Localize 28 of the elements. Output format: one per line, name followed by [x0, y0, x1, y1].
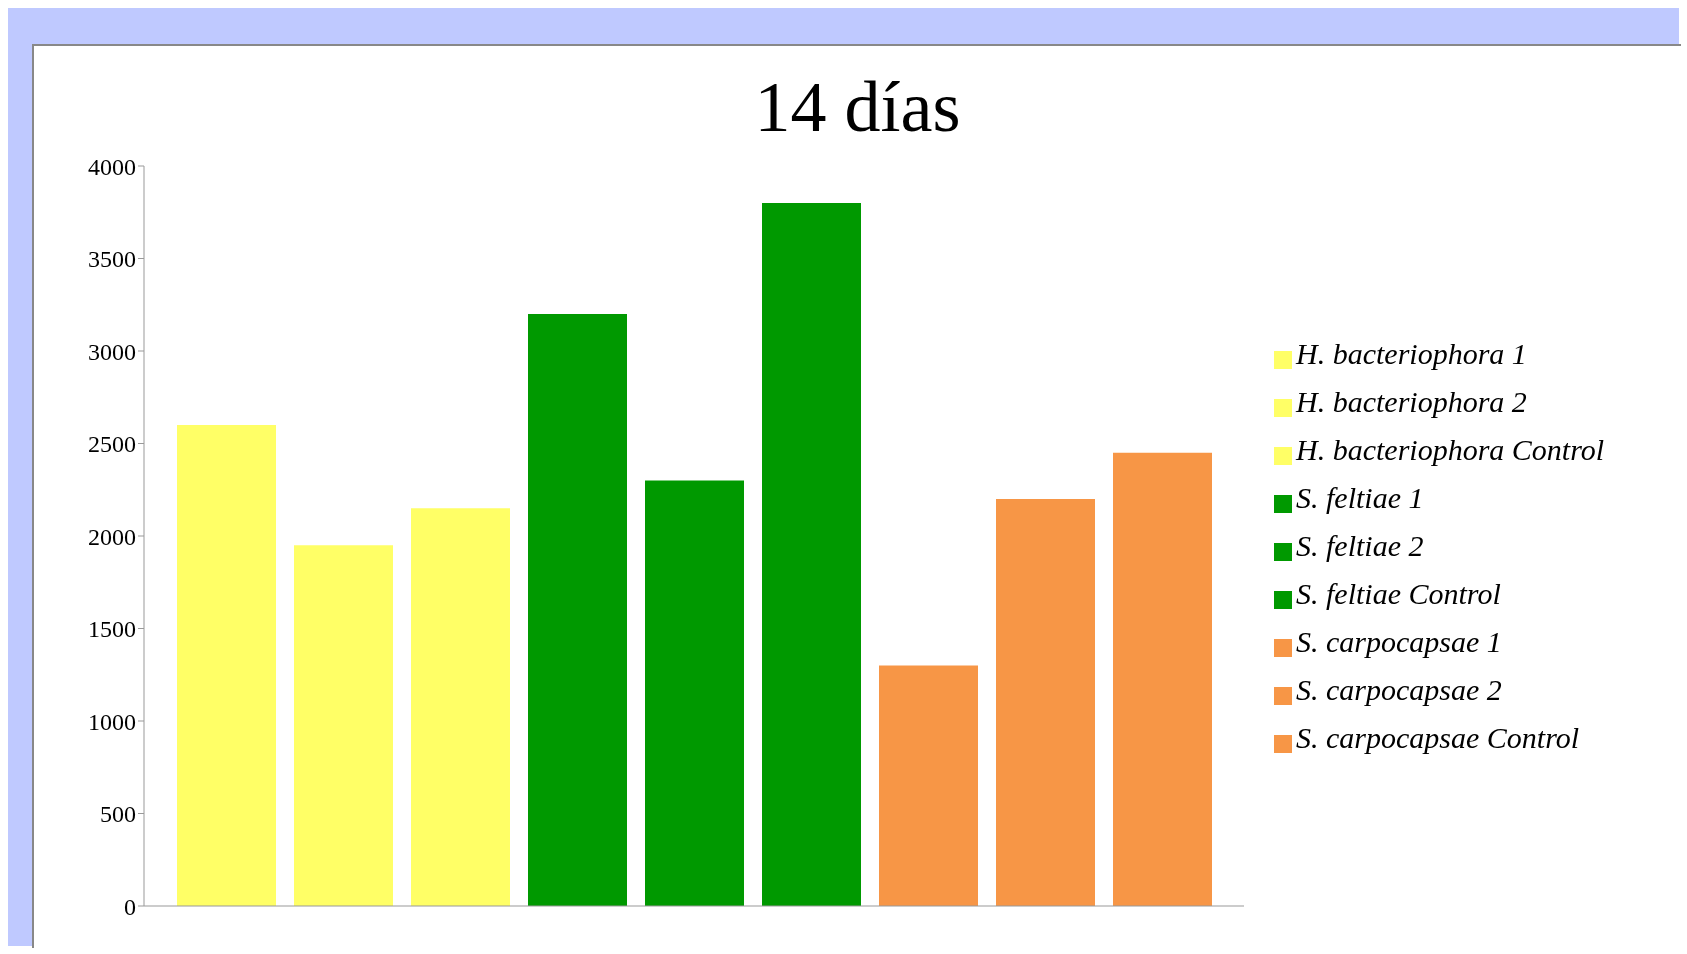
- legend-label: S. carpocapsae 2: [1296, 673, 1502, 706]
- legend-label: S. feltiae Control: [1296, 577, 1501, 610]
- bar: [645, 480, 744, 906]
- chart-title: 14 días: [754, 67, 961, 147]
- y-tick-label: 1000: [88, 708, 136, 735]
- legend-label: S. carpocapsae Control: [1296, 721, 1580, 754]
- legend-label: H. bacteriophora 1: [1296, 337, 1527, 370]
- legend-label: S. feltiae 1: [1296, 481, 1424, 514]
- legend-label: S. carpocapsae 1: [1296, 625, 1502, 658]
- y-tick-label: 3000: [88, 338, 136, 365]
- y-tick-label: 4000: [88, 153, 136, 180]
- legend-label: H. bacteriophora 2: [1296, 385, 1527, 418]
- bar: [177, 425, 276, 906]
- y-tick-label: 2500: [88, 431, 136, 458]
- y-tick-label: 2000: [88, 523, 136, 550]
- y-tick-label: 3500: [88, 246, 136, 273]
- bar: [1113, 452, 1212, 906]
- legend-label: S. feltiae 2: [1296, 529, 1424, 562]
- bar: [294, 545, 393, 906]
- legend-label: H. bacteriophora Control: [1296, 433, 1605, 466]
- bar: [411, 508, 510, 906]
- y-tick-label: 500: [100, 801, 136, 828]
- bar: [528, 314, 627, 906]
- bar: [996, 499, 1095, 906]
- bar: [879, 665, 978, 906]
- y-tick-label: 0: [124, 893, 136, 920]
- y-tick-label: 1500: [88, 616, 136, 643]
- bar: [762, 203, 861, 906]
